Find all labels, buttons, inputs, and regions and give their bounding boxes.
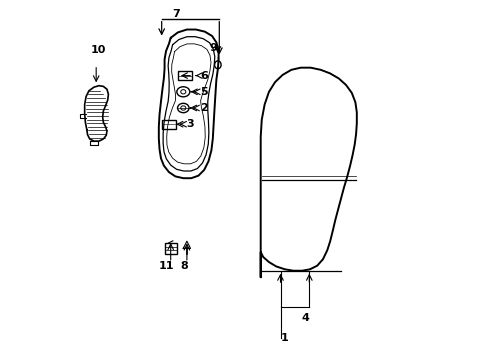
Text: 2: 2 [200,103,207,113]
Text: 5: 5 [200,87,207,97]
Text: 10: 10 [90,45,106,55]
Text: 11: 11 [158,261,174,271]
Text: 8: 8 [180,261,187,271]
Bar [178,71,192,80]
Text: 4: 4 [301,313,308,323]
Text: 6: 6 [200,71,208,81]
Bar [162,120,175,129]
Text: 3: 3 [186,119,194,129]
Text: 1: 1 [280,333,287,343]
Text: 9: 9 [209,42,217,53]
Text: 7: 7 [172,9,180,19]
Bar [164,243,177,254]
